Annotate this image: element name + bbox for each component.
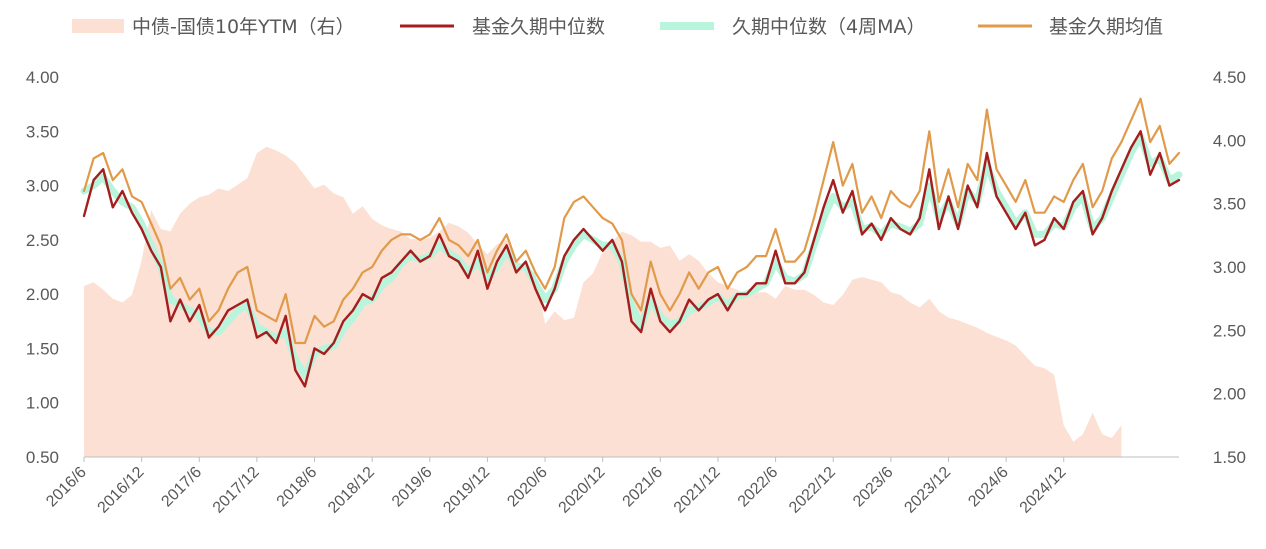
- x-tick-label: 2019/6: [389, 464, 436, 511]
- legend-label-ytm: 中债-国债10年YTM（右）: [132, 16, 355, 38]
- x-tick-label: 2023/6: [850, 464, 897, 511]
- x-tick-label: 2024/12: [1017, 464, 1070, 517]
- x-tick-label: 2016/12: [95, 464, 148, 517]
- y-axis-left: 4.00 3.50 3.00 2.50 2.00 1.50 1.00 0.50: [26, 68, 59, 467]
- legend-swatch-ytm: [72, 19, 124, 33]
- ytm-area: [84, 146, 1122, 457]
- x-tick-label: 2020/6: [504, 464, 551, 511]
- y-right-tick-label: 4.00: [1213, 131, 1246, 150]
- median-duration-line: [82, 130, 1181, 388]
- y-left-tick-label: 4.00: [26, 68, 59, 87]
- y-right-tick-label: 2.50: [1213, 321, 1246, 340]
- legend-label-mean: 基金久期均值: [1049, 16, 1163, 38]
- x-tick-label: 2016/6: [43, 464, 90, 511]
- y-left-tick-label: 0.50: [26, 448, 59, 467]
- legend-label-ma: 久期中位数（4周MA）: [732, 16, 925, 38]
- x-tick-label: 2017/12: [210, 464, 263, 517]
- x-tick-label: 2021/6: [620, 464, 667, 511]
- y-right-tick-label: 3.00: [1213, 258, 1246, 277]
- y-axis-right: 4.50 4.00 3.50 3.00 2.50 2.00 1.50: [1213, 68, 1246, 467]
- y-left-tick-label: 2.50: [26, 231, 59, 250]
- y-left-tick-label: 3.00: [26, 177, 59, 196]
- y-left-tick-label: 1.00: [26, 394, 59, 413]
- x-tick-label: 2023/12: [901, 464, 954, 517]
- x-tick-label: 2022/6: [735, 464, 782, 511]
- y-right-tick-label: 3.50: [1213, 195, 1246, 214]
- ytm-area-series: [84, 146, 1122, 457]
- duration-line-series: [80, 97, 1183, 388]
- y-left-tick-label: 3.50: [26, 122, 59, 141]
- y-left-tick-label: 2.00: [26, 285, 59, 304]
- y-right-tick-label: 2.00: [1213, 385, 1246, 404]
- y-right-tick-label: 1.50: [1213, 448, 1246, 467]
- x-tick-label: 2024/6: [965, 464, 1012, 511]
- legend-label-median: 基金久期中位数: [472, 16, 605, 38]
- x-tick-label: 2019/12: [440, 464, 493, 517]
- x-tick-label: 2018/6: [274, 464, 321, 511]
- x-tick-label: 2022/12: [786, 464, 839, 517]
- y-left-tick-label: 1.50: [26, 339, 59, 358]
- x-tick-label: 2017/6: [158, 464, 205, 511]
- mean-duration-line: [82, 97, 1181, 345]
- x-tick-label: 2021/12: [671, 464, 724, 517]
- x-tick-label: 2020/12: [556, 464, 609, 517]
- y-right-tick-label: 4.50: [1213, 68, 1246, 87]
- x-tick-label: 2018/12: [325, 464, 378, 517]
- x-axis: 2016/6 2016/12 2017/6 2017/12 2018/6 2018/12 2…: [43, 457, 1070, 517]
- legend: 中债-国债10年YTM（右） 基金久期中位数 久期中位数（4周MA） 基金久期均…: [72, 16, 1163, 38]
